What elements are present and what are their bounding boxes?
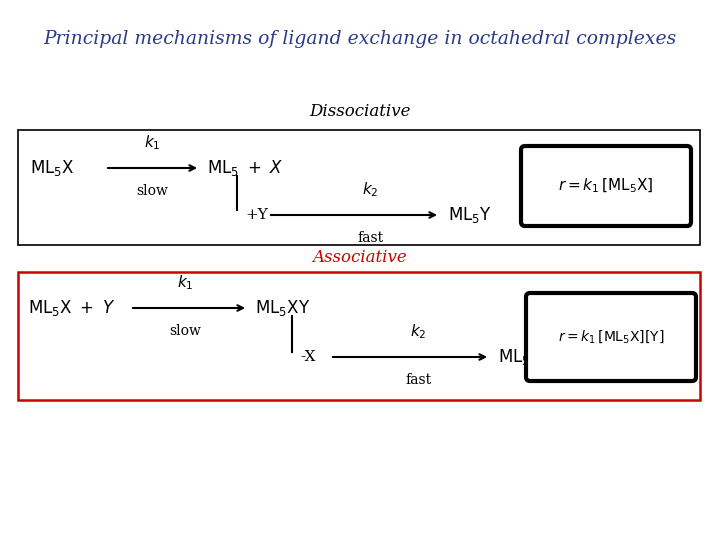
- Text: fast: fast: [357, 231, 383, 245]
- Text: $r = k_1\,[\mathrm{ML_5X}]$: $r = k_1\,[\mathrm{ML_5X}]$: [558, 177, 654, 195]
- Text: $\mathrm{ML_5Y}$: $\mathrm{ML_5Y}$: [498, 347, 541, 367]
- Text: $k_2$: $k_2$: [410, 322, 426, 341]
- Text: $\mathrm{ML_5Y}$: $\mathrm{ML_5Y}$: [448, 205, 492, 225]
- Text: Dissociative: Dissociative: [310, 104, 410, 120]
- Text: $\mathrm{ML_5}\ +\ X$: $\mathrm{ML_5}\ +\ X$: [207, 158, 284, 178]
- Text: $k_1$: $k_1$: [176, 273, 193, 292]
- Text: $r = k_1\,[\mathrm{ML_5X}][\mathrm{Y}]$: $r = k_1\,[\mathrm{ML_5X}][\mathrm{Y}]$: [558, 329, 665, 346]
- Text: $\mathrm{ML_5XY}$: $\mathrm{ML_5XY}$: [255, 298, 310, 318]
- Text: slow: slow: [169, 324, 201, 338]
- Text: $\mathrm{ML_5X}\ +\ Y$: $\mathrm{ML_5X}\ +\ Y$: [28, 298, 115, 318]
- Text: $\mathrm{ML_5X}$: $\mathrm{ML_5X}$: [30, 158, 75, 178]
- FancyBboxPatch shape: [521, 146, 691, 226]
- FancyBboxPatch shape: [526, 293, 696, 381]
- Text: Principal mechanisms of ligand exchange in octahedral complexes: Principal mechanisms of ligand exchange …: [43, 30, 677, 48]
- Text: $k_1$: $k_1$: [144, 133, 161, 152]
- FancyBboxPatch shape: [18, 272, 700, 400]
- Text: fast: fast: [405, 373, 431, 387]
- Text: -X: -X: [300, 350, 315, 364]
- Text: +Y: +Y: [245, 208, 268, 222]
- Text: Associative: Associative: [312, 248, 408, 266]
- Text: slow: slow: [136, 184, 168, 198]
- Text: $k_2$: $k_2$: [361, 180, 378, 199]
- FancyBboxPatch shape: [18, 130, 700, 245]
